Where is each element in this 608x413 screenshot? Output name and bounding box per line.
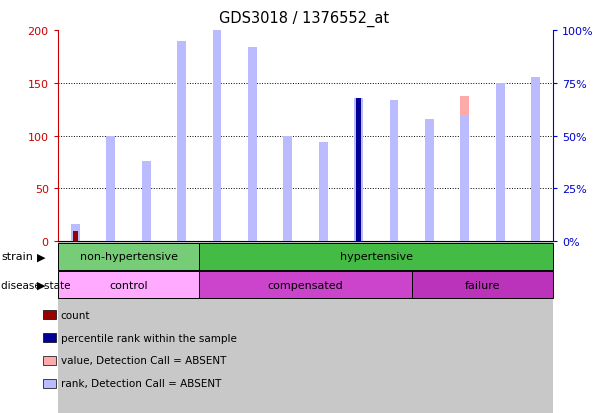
Bar — [354, 98, 363, 242]
Bar — [71, 231, 80, 242]
Bar — [71, 225, 80, 242]
Bar — [390, 131, 398, 242]
Bar — [460, 96, 469, 242]
Bar — [356, 129, 361, 242]
Bar — [213, 31, 221, 242]
Bar — [412, 272, 553, 299]
Bar — [142, 221, 151, 242]
Bar — [425, 119, 434, 242]
Bar — [177, 57, 186, 242]
Text: GDS3018 / 1376552_at: GDS3018 / 1376552_at — [219, 10, 389, 26]
Bar — [531, 77, 540, 242]
Bar — [496, 83, 505, 242]
Text: value, Detection Call = ABSENT: value, Detection Call = ABSENT — [61, 356, 226, 366]
Bar — [58, 272, 199, 299]
Bar — [283, 173, 292, 242]
Text: control: control — [109, 280, 148, 290]
Bar — [356, 98, 361, 242]
Text: disease state: disease state — [1, 280, 71, 290]
Text: compensated: compensated — [268, 280, 344, 290]
Bar — [73, 231, 78, 242]
Bar — [319, 142, 328, 242]
Bar — [460, 115, 469, 242]
Bar — [425, 149, 434, 242]
Bar — [496, 152, 505, 242]
Bar — [199, 243, 553, 270]
Bar — [354, 129, 363, 242]
Text: rank, Detection Call = ABSENT: rank, Detection Call = ABSENT — [61, 378, 221, 388]
Text: percentile rank within the sample: percentile rank within the sample — [61, 333, 237, 343]
Bar — [213, 36, 221, 242]
Text: hypertensive: hypertensive — [340, 252, 413, 262]
Bar — [283, 136, 292, 242]
Bar — [58, 242, 553, 413]
Text: failure: failure — [465, 280, 500, 290]
Text: ▶: ▶ — [37, 252, 46, 262]
Bar — [199, 272, 412, 299]
Text: ▶: ▶ — [37, 280, 46, 290]
Text: non-hypertensive: non-hypertensive — [80, 252, 178, 262]
Text: count: count — [61, 310, 91, 320]
Bar — [177, 41, 186, 242]
Bar — [390, 100, 398, 242]
Bar — [106, 136, 116, 242]
Bar — [531, 100, 540, 242]
Bar — [248, 147, 257, 242]
Bar — [142, 161, 151, 242]
Bar — [106, 173, 116, 242]
Text: strain: strain — [1, 252, 33, 262]
Bar — [319, 194, 328, 242]
Bar — [58, 243, 199, 270]
Bar — [248, 48, 257, 242]
